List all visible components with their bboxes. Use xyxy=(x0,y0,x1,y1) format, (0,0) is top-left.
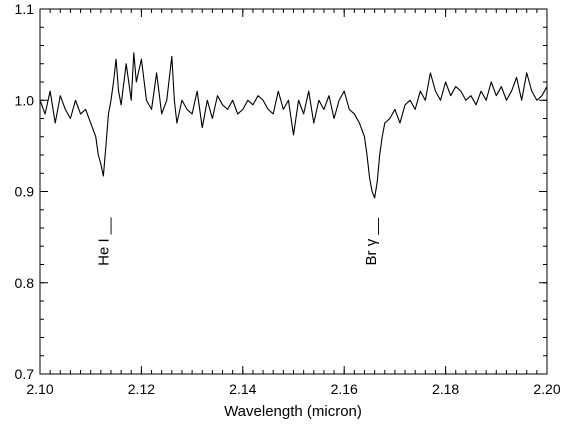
x-tick-label: 2.12 xyxy=(128,381,155,397)
spectrum-line xyxy=(39,52,548,199)
axis-tick-labels: 2.10 2.12 2.14 2.16 2.18 2.20 0.7 0.8 0.9 1.0 1.1 xyxy=(15,1,561,397)
line-annotations: He I __ Br γ __ xyxy=(95,217,380,266)
annotation-label: Br γ __ xyxy=(363,217,380,265)
axis-ticks xyxy=(39,8,548,375)
y-tick-label: 0.8 xyxy=(15,275,35,291)
y-tick-label: 1.1 xyxy=(15,1,35,17)
x-tick-label: 2.14 xyxy=(229,381,256,397)
x-tick-label: 2.10 xyxy=(26,381,53,397)
x-axis-title: Wavelength (micron) xyxy=(224,403,362,420)
x-tick-label: 2.16 xyxy=(331,381,358,397)
y-tick-label: 0.9 xyxy=(15,184,35,200)
x-tick-label: 2.18 xyxy=(432,381,459,397)
x-tick-label: 2.20 xyxy=(533,381,560,397)
annotation-label: He I __ xyxy=(95,217,112,266)
y-tick-label: 1.0 xyxy=(15,92,35,108)
y-tick-label: 0.7 xyxy=(15,366,35,382)
